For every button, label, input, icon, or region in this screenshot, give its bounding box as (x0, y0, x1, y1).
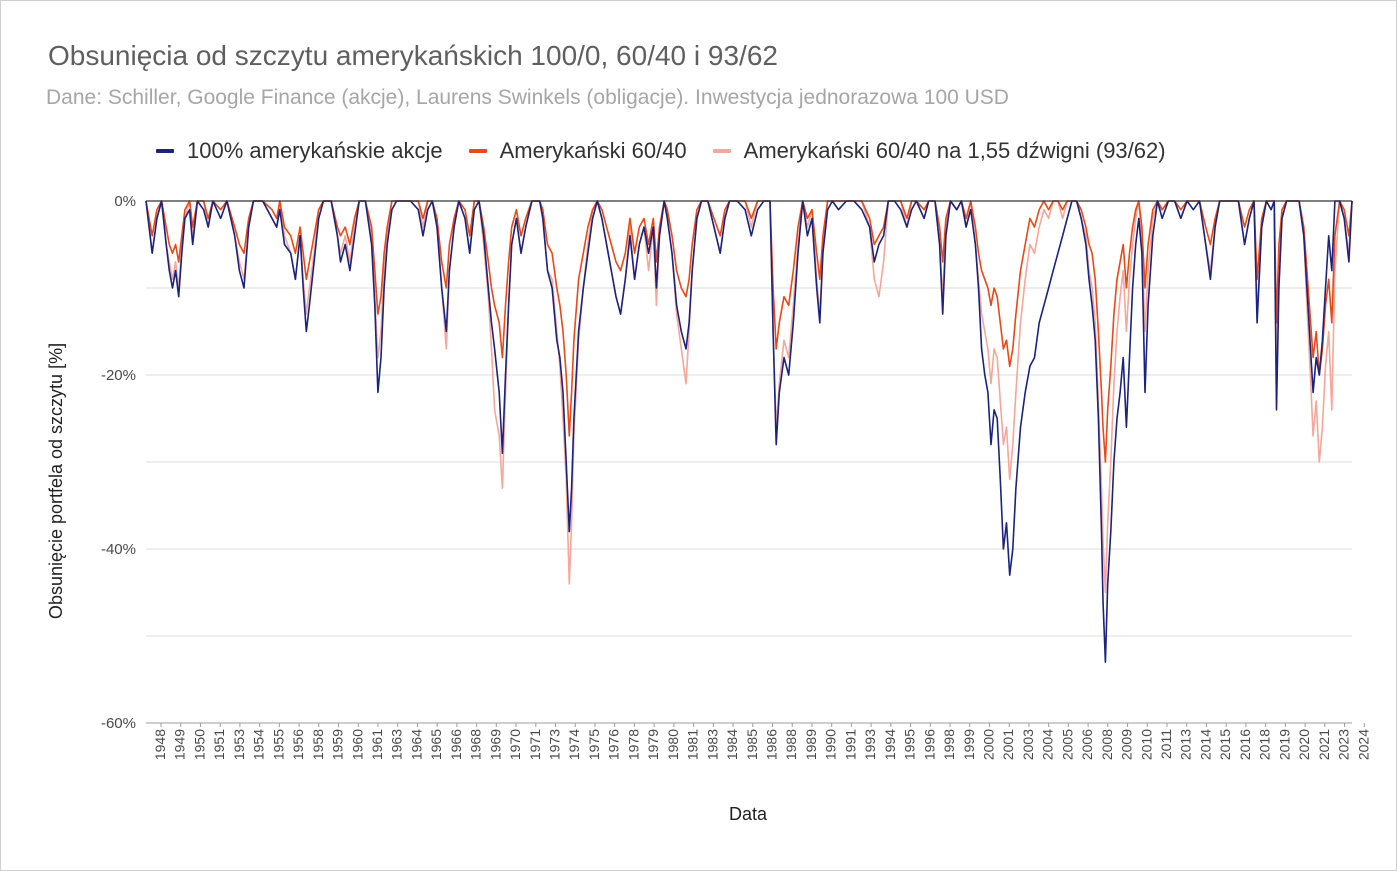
x-axis-ticks: 1948 1949 1950 1951 1953 1954 1955 1956 1958 1959… (152, 723, 1371, 760)
x-tick-label: 2009 (1119, 729, 1135, 760)
x-tick-label: 2023 (1336, 729, 1352, 760)
x-tick-label: 1949 (172, 729, 188, 760)
series-line-stocks (145, 200, 1353, 663)
x-tick-label: 1959 (330, 729, 346, 760)
x-tick-label: 1976 (606, 729, 622, 760)
chart-subtitle: Dane: Schiller, Google Finance (akcje), … (46, 86, 1009, 109)
x-tick-label: 1999 (961, 729, 977, 760)
x-tick-label: 2020 (1296, 729, 1312, 760)
x-tick-label: 1966 (448, 729, 464, 760)
y-tick-label: -40% (101, 541, 136, 558)
x-tick-label: 2024 (1355, 729, 1371, 760)
y-axis-title: Obsunięcie portfela od szczytu [%] (46, 343, 66, 619)
x-tick-label: 2004 (1040, 729, 1056, 760)
x-tick-label: 2010 (1138, 729, 1154, 760)
x-tick-label: 1950 (191, 729, 207, 760)
legend-label-leveraged: Amerykański 60/40 na 1,55 dźwigni (93/62… (743, 138, 1166, 163)
x-tick-label: 1955 (270, 729, 286, 760)
y-tick-label: -60% (101, 715, 136, 732)
x-tick-label: 1996 (921, 729, 937, 760)
legend-swatch-stocks (156, 149, 174, 153)
x-tick-label: 1964 (408, 729, 424, 760)
x-tick-label: 2000 (980, 729, 996, 760)
x-tick-label: 1991 (842, 729, 858, 760)
x-tick-label: 1968 (468, 729, 484, 760)
x-tick-label: 1969 (487, 729, 503, 760)
x-tick-label: 1980 (665, 729, 681, 760)
chart-legend: 100% amerykańskie akcje Amerykański 60/4… (156, 136, 1192, 166)
y-axis-ticks: 0% -20% -40% -60% (101, 193, 136, 732)
x-tick-label: 1985 (744, 729, 760, 760)
x-tick-label: 1984 (724, 729, 740, 760)
x-tick-label: 1975 (586, 729, 602, 760)
x-tick-label: 1974 (566, 729, 582, 760)
x-axis-title: Data (729, 804, 768, 824)
legend-item-stocks[interactable]: 100% amerykańskie akcje (156, 138, 443, 164)
series-line-6040 (145, 200, 1353, 463)
x-tick-label: 1963 (389, 729, 405, 760)
x-tick-label: 2015 (1217, 729, 1233, 760)
x-tick-label: 1960 (349, 729, 365, 760)
x-tick-label: 1951 (211, 729, 227, 760)
x-tick-label: 2003 (1020, 729, 1036, 760)
x-tick-label: 1953 (231, 729, 247, 760)
x-tick-label: 1973 (547, 729, 563, 760)
x-tick-label: 2018 (1257, 729, 1273, 760)
x-tick-label: 1988 (783, 729, 799, 760)
legend-item-leveraged[interactable]: Amerykański 60/40 na 1,55 dźwigni (93/62… (712, 138, 1166, 164)
x-tick-label: 2008 (1099, 729, 1115, 760)
legend-label-stocks: 100% amerykańskie akcje (187, 138, 443, 163)
x-tick-label: 2006 (1079, 729, 1095, 760)
x-tick-label: 1990 (823, 729, 839, 760)
legend-item-6040[interactable]: Amerykański 60/40 (468, 138, 687, 164)
x-tick-label: 2021 (1316, 729, 1332, 760)
legend-swatch-leveraged (712, 149, 731, 153)
x-tick-label: 1981 (685, 729, 701, 760)
x-tick-label: 2019 (1276, 729, 1292, 760)
x-tick-label: 1979 (645, 729, 661, 760)
x-tick-label: 1978 (625, 729, 641, 760)
x-tick-label: 1995 (902, 729, 918, 760)
x-tick-label: 2013 (1178, 729, 1194, 760)
x-tick-label: 1993 (862, 729, 878, 760)
x-tick-label: 1956 (290, 729, 306, 760)
x-tick-label: 2001 (1000, 729, 1016, 760)
y-tick-label: -20% (101, 367, 136, 384)
x-tick-label: 1989 (803, 729, 819, 760)
x-tick-label: 2011 (1158, 729, 1174, 759)
x-tick-label: 1983 (704, 729, 720, 760)
x-tick-label: 2014 (1197, 729, 1213, 760)
legend-swatch-6040 (468, 149, 487, 153)
gridlines (146, 287, 1352, 724)
chart-title: Obsunięcia od szczytu amerykańskich 100/… (48, 40, 778, 71)
legend-label-6040: Amerykański 60/40 (499, 138, 687, 163)
x-tick-label: 1948 (152, 729, 168, 760)
x-tick-label: 1965 (428, 729, 444, 760)
x-tick-label: 1961 (369, 729, 385, 760)
x-tick-label: 1986 (764, 729, 780, 760)
x-tick-label: 1971 (527, 729, 543, 760)
x-tick-label: 1958 (310, 729, 326, 760)
x-tick-label: 2016 (1237, 729, 1253, 760)
x-tick-label: 2005 (1059, 729, 1075, 760)
x-tick-label: 1994 (882, 729, 898, 760)
x-tick-label: 1998 (941, 729, 957, 760)
series-lines (145, 200, 1353, 663)
y-tick-label: 0% (114, 193, 136, 210)
x-tick-label: 1970 (507, 729, 523, 760)
x-tick-label: 1954 (251, 729, 267, 760)
series-line-leveraged (145, 200, 1353, 594)
